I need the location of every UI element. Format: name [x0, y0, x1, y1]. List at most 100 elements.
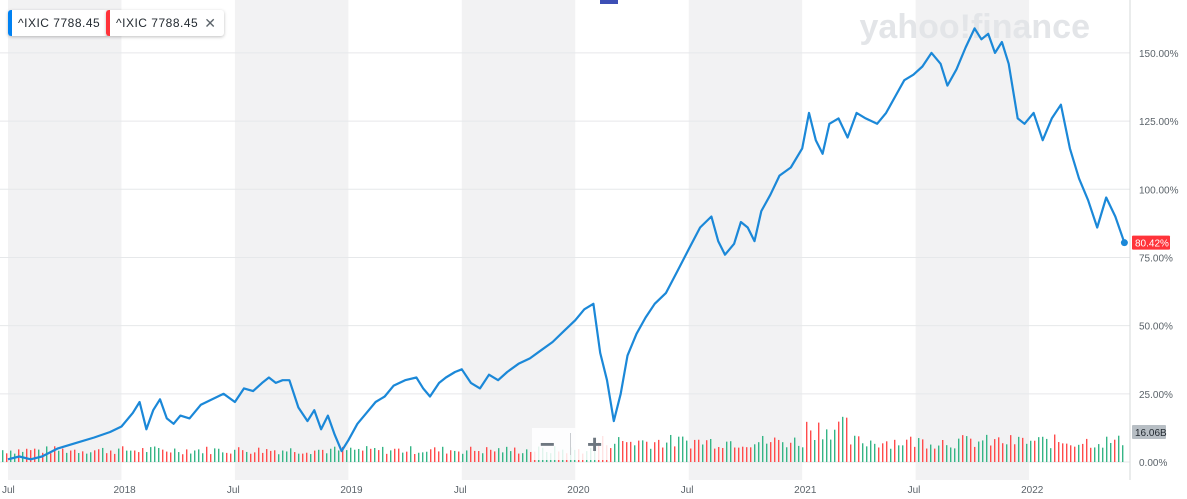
y-tick-label: 75.00%	[1139, 253, 1173, 264]
volume-bar	[378, 450, 380, 462]
volume-bar	[354, 449, 356, 462]
volume-bar	[610, 448, 612, 462]
volume-bar	[254, 452, 256, 462]
volume-bar	[174, 448, 176, 462]
last-value-badge-text: 80.42%	[1135, 239, 1169, 250]
legend-chip-primary[interactable]: ^IXIC 7788.45	[8, 10, 109, 36]
volume-bar	[322, 449, 324, 462]
volume-bar	[242, 450, 244, 462]
volume-bar	[490, 449, 492, 462]
volume-bar	[258, 447, 260, 462]
volume-bar	[946, 445, 948, 462]
volume-bar	[90, 452, 92, 462]
volume-bar	[902, 445, 904, 462]
volume-bar	[350, 447, 352, 462]
volume-bar	[130, 450, 132, 462]
y-axis-ticks: 0.00% 25.00% 50.00% 75.00% 100.00% 125.00% 150…	[1139, 49, 1179, 469]
volume-bar	[74, 449, 76, 462]
volume-bar	[650, 448, 652, 462]
volume-bar	[42, 452, 44, 462]
volume-bar	[906, 439, 908, 462]
volume-bar	[674, 446, 676, 462]
volume-bar	[766, 443, 768, 462]
volume-bar	[1106, 436, 1108, 462]
volume-bar	[54, 446, 56, 462]
x-axis-ticks: Jul 2018 Jul 2019 Jul 2020 Jul 2021 Jul 2022	[2, 485, 1044, 496]
volume-bar	[822, 439, 824, 462]
volume-bar	[642, 440, 644, 462]
volume-bar	[774, 437, 776, 462]
volume-bar	[1050, 448, 1052, 462]
volume-bar	[478, 451, 480, 462]
volume-bar	[626, 442, 628, 462]
volume-bar	[146, 452, 148, 462]
volume-bar	[474, 450, 476, 462]
volume-bar	[1038, 437, 1040, 462]
volume-bar	[898, 445, 900, 462]
volume-bar	[6, 453, 8, 462]
volume-bar	[498, 448, 500, 462]
legend-chip-label: ^IXIC 7788.45	[18, 16, 101, 30]
volume-bar	[670, 434, 672, 462]
volume-bar	[802, 447, 804, 462]
volume-bar	[134, 450, 136, 462]
volume-bar	[694, 439, 696, 462]
last-value-dot	[1120, 239, 1128, 247]
volume-bar	[418, 452, 420, 462]
top-scroll-indicator[interactable]	[600, 0, 618, 4]
volume-bar	[1110, 442, 1112, 462]
volume-bar	[150, 447, 152, 462]
volume-bar	[342, 446, 344, 462]
volume-bar	[190, 453, 192, 462]
volume-bar	[126, 450, 128, 462]
yahoo-finance-watermark: yahoo!finance	[860, 8, 1090, 46]
volume-bar	[402, 452, 404, 462]
volume-bar	[746, 447, 748, 462]
volume-bar	[1074, 446, 1076, 462]
volume-bar	[1006, 444, 1008, 462]
volume-bar	[1122, 445, 1124, 462]
volume-bar	[858, 436, 860, 462]
legend-chip-comparison[interactable]: ^IXIC 7788.45 ✕	[106, 10, 225, 36]
volume-bar	[622, 441, 624, 462]
volume-bar	[1094, 447, 1096, 462]
close-icon[interactable]: ✕	[204, 14, 217, 31]
volume-bar	[294, 452, 296, 462]
volume-bar	[654, 442, 656, 462]
volume-bar	[438, 451, 440, 462]
volume-bar	[1014, 444, 1016, 462]
volume-bar	[646, 441, 648, 462]
y-tick-label: 0.00%	[1139, 458, 1167, 469]
volume-bar	[722, 447, 724, 462]
volume-bar	[1058, 442, 1060, 462]
volume-bar	[358, 448, 360, 462]
volume-bar	[250, 453, 252, 462]
volume-bar	[198, 449, 200, 462]
zoom-out-button[interactable]: −	[539, 429, 555, 459]
volume-bar	[842, 416, 844, 462]
x-tick-label: 2022	[1021, 485, 1044, 496]
volume-bar	[698, 439, 700, 462]
volume-bar	[382, 446, 384, 462]
zoom-in-button[interactable]: +	[587, 429, 603, 459]
volume-bar	[1102, 447, 1104, 462]
x-tick-label: Jul	[681, 485, 694, 496]
volume-bar	[138, 452, 140, 462]
y-tick-label: 25.00%	[1139, 390, 1173, 401]
time-band	[688, 0, 803, 480]
volume-bar	[758, 442, 760, 462]
volume-bar	[814, 439, 816, 462]
volume-bar	[226, 452, 228, 462]
volume-bar	[290, 448, 292, 462]
volume-bar	[374, 447, 376, 462]
volume-bar	[882, 443, 884, 462]
volume-bar	[658, 439, 660, 462]
volume-bar	[790, 442, 792, 462]
volume-badge-text: 16.06B	[1135, 428, 1167, 439]
volume-bar	[106, 453, 108, 462]
volume-bar	[1022, 437, 1024, 462]
volume-bar	[638, 440, 640, 462]
volume-bar	[306, 452, 308, 462]
volume-bar	[482, 453, 484, 462]
